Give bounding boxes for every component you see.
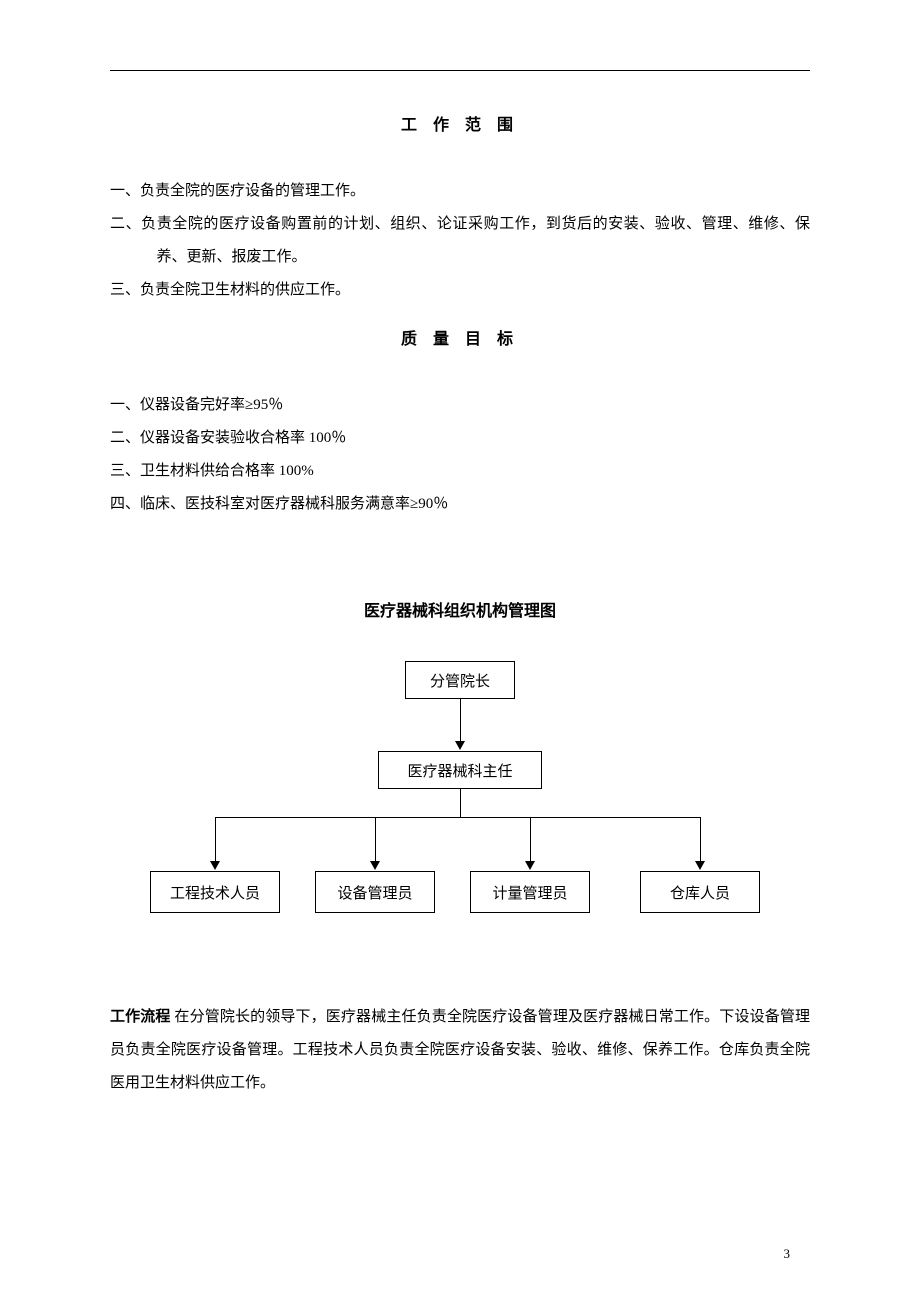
org-chart: 分管院长医疗器械科主任工程技术人员设备管理员计量管理员 仓库人员 <box>110 661 810 941</box>
connector-line <box>460 699 461 741</box>
scope-item: 二、负责全院的医疗设备购置前的计划、组织、论证采购工作，到货后的安装、验收、管理… <box>110 208 810 274</box>
page-number: 3 <box>784 1246 791 1262</box>
heading-chart: 医疗器械科组织机构管理图 <box>110 597 810 621</box>
heading-scope: 工 作 范 围 <box>110 111 810 135</box>
top-rule <box>110 70 810 71</box>
arrow-head-icon <box>370 861 380 870</box>
arrow-head-icon <box>210 861 220 870</box>
org-node-leaf1: 工程技术人员 <box>150 871 280 913</box>
connector-line <box>215 817 700 818</box>
arrow-head-icon <box>525 861 535 870</box>
org-node-top: 分管院长 <box>405 661 515 699</box>
connector-line <box>700 817 701 861</box>
connector-line <box>530 817 531 861</box>
quality-item: 三、卫生材料供给合格率 100% <box>110 455 810 488</box>
arrow-head-icon <box>695 861 705 870</box>
org-node-leaf2: 设备管理员 <box>315 871 435 913</box>
org-node-leaf3: 计量管理员 <box>470 871 590 913</box>
document-page: 工 作 范 围 一、负责全院的医疗设备的管理工作。 二、负责全院的医疗设备购置前… <box>0 0 920 1302</box>
heading-quality: 质 量 目 标 <box>110 325 810 349</box>
workflow-paragraph: 工作流程 在分管院长的领导下，医疗器械主任负责全院医疗设备管理及医疗器械日常工作… <box>110 1001 810 1100</box>
arrow-head-icon <box>455 741 465 750</box>
org-node-leaf4: 仓库人员 <box>640 871 760 913</box>
org-node-mid: 医疗器械科主任 <box>378 751 542 789</box>
connector-line <box>375 817 376 861</box>
workflow-body: 在分管院长的领导下，医疗器械主任负责全院医疗设备管理及医疗器械日常工作。下设设备… <box>110 1009 810 1091</box>
connector-line <box>215 817 216 861</box>
quality-item: 一、仪器设备完好率≥95％ <box>110 389 810 422</box>
quality-item: 二、仪器设备安装验收合格率 100％ <box>110 422 810 455</box>
connector-line <box>460 789 461 817</box>
workflow-lead: 工作流程 <box>110 1009 171 1025</box>
scope-item: 一、负责全院的医疗设备的管理工作。 <box>110 175 810 208</box>
quality-item: 四、临床、医技科室对医疗器械科服务满意率≥90％ <box>110 488 810 521</box>
scope-item: 三、负责全院卫生材料的供应工作。 <box>110 274 810 307</box>
